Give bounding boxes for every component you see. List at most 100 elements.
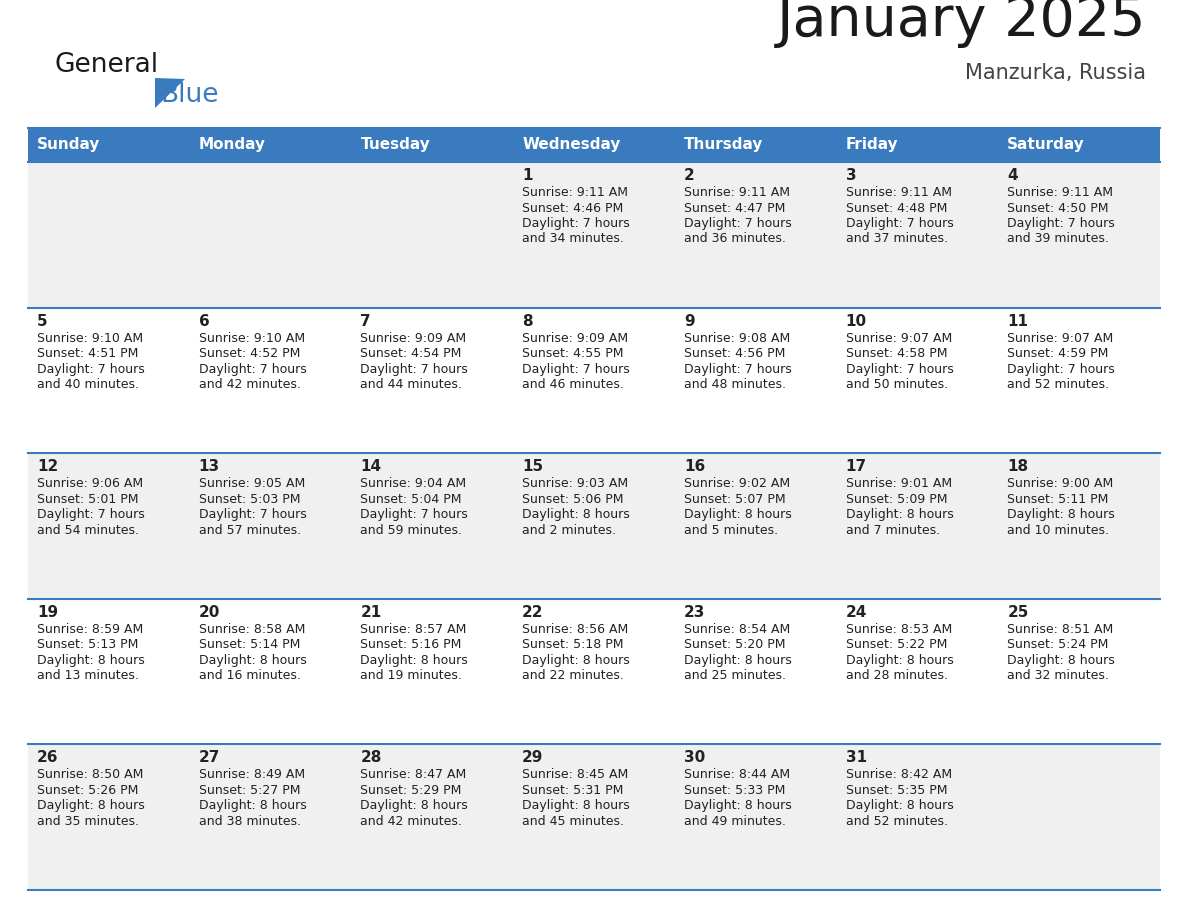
Text: Sunrise: 8:59 AM: Sunrise: 8:59 AM — [37, 622, 144, 636]
Text: Sunrise: 9:07 AM: Sunrise: 9:07 AM — [1007, 331, 1113, 344]
Bar — [998, 128, 1159, 162]
Text: 7: 7 — [360, 314, 371, 329]
Text: and 32 minutes.: and 32 minutes. — [1007, 669, 1110, 682]
Text: Daylight: 8 hours: Daylight: 8 hours — [684, 654, 791, 666]
Text: Daylight: 7 hours: Daylight: 7 hours — [360, 363, 468, 375]
Text: 25: 25 — [1007, 605, 1029, 620]
Text: Daylight: 8 hours: Daylight: 8 hours — [846, 509, 953, 521]
Text: Sunset: 5:29 PM: Sunset: 5:29 PM — [360, 784, 462, 797]
Text: Sunset: 5:22 PM: Sunset: 5:22 PM — [846, 638, 947, 651]
Text: Sunset: 4:52 PM: Sunset: 4:52 PM — [198, 347, 301, 360]
Text: Sunset: 5:11 PM: Sunset: 5:11 PM — [1007, 493, 1108, 506]
Text: Daylight: 8 hours: Daylight: 8 hours — [523, 509, 630, 521]
Text: Sunset: 5:27 PM: Sunset: 5:27 PM — [198, 784, 301, 797]
Text: Daylight: 8 hours: Daylight: 8 hours — [1007, 509, 1116, 521]
Text: and 34 minutes.: and 34 minutes. — [523, 232, 624, 245]
Text: Sunrise: 9:11 AM: Sunrise: 9:11 AM — [1007, 186, 1113, 199]
Text: Daylight: 8 hours: Daylight: 8 hours — [846, 654, 953, 666]
Text: and 54 minutes.: and 54 minutes. — [37, 523, 139, 537]
Text: 3: 3 — [846, 168, 857, 183]
Text: Daylight: 8 hours: Daylight: 8 hours — [198, 654, 307, 666]
Text: Sunrise: 9:07 AM: Sunrise: 9:07 AM — [846, 331, 952, 344]
Text: Sunrise: 9:08 AM: Sunrise: 9:08 AM — [684, 331, 790, 344]
Text: and 39 minutes.: and 39 minutes. — [1007, 232, 1110, 245]
Text: Sunset: 4:46 PM: Sunset: 4:46 PM — [523, 201, 624, 215]
Text: Sunrise: 9:02 AM: Sunrise: 9:02 AM — [684, 477, 790, 490]
Text: Sunset: 4:54 PM: Sunset: 4:54 PM — [360, 347, 462, 360]
Text: Sunset: 4:58 PM: Sunset: 4:58 PM — [846, 347, 947, 360]
Text: Sunset: 4:55 PM: Sunset: 4:55 PM — [523, 347, 624, 360]
Text: Daylight: 7 hours: Daylight: 7 hours — [37, 363, 145, 375]
Text: Sunset: 5:09 PM: Sunset: 5:09 PM — [846, 493, 947, 506]
Text: and 22 minutes.: and 22 minutes. — [523, 669, 624, 682]
Text: Daylight: 7 hours: Daylight: 7 hours — [1007, 363, 1116, 375]
Text: 22: 22 — [523, 605, 544, 620]
Text: 10: 10 — [846, 314, 867, 329]
Text: and 49 minutes.: and 49 minutes. — [684, 815, 785, 828]
Text: 18: 18 — [1007, 459, 1029, 475]
Text: Daylight: 7 hours: Daylight: 7 hours — [846, 217, 953, 230]
Text: Sunrise: 8:45 AM: Sunrise: 8:45 AM — [523, 768, 628, 781]
Text: Sunset: 5:06 PM: Sunset: 5:06 PM — [523, 493, 624, 506]
Text: Sunrise: 8:50 AM: Sunrise: 8:50 AM — [37, 768, 144, 781]
Text: Sunrise: 8:49 AM: Sunrise: 8:49 AM — [198, 768, 305, 781]
Text: Daylight: 8 hours: Daylight: 8 hours — [360, 654, 468, 666]
Text: Sunset: 5:33 PM: Sunset: 5:33 PM — [684, 784, 785, 797]
Bar — [836, 128, 998, 162]
Text: and 57 minutes.: and 57 minutes. — [198, 523, 301, 537]
Text: Wednesday: Wednesday — [523, 138, 620, 152]
Text: Daylight: 7 hours: Daylight: 7 hours — [1007, 217, 1116, 230]
Text: Sunrise: 8:44 AM: Sunrise: 8:44 AM — [684, 768, 790, 781]
Text: Sunrise: 8:58 AM: Sunrise: 8:58 AM — [198, 622, 305, 636]
Text: Daylight: 8 hours: Daylight: 8 hours — [198, 800, 307, 812]
Text: Daylight: 8 hours: Daylight: 8 hours — [684, 800, 791, 812]
Text: and 28 minutes.: and 28 minutes. — [846, 669, 948, 682]
Text: Sunrise: 8:56 AM: Sunrise: 8:56 AM — [523, 622, 628, 636]
Text: and 59 minutes.: and 59 minutes. — [360, 523, 462, 537]
Text: Daylight: 8 hours: Daylight: 8 hours — [523, 654, 630, 666]
Text: and 16 minutes.: and 16 minutes. — [198, 669, 301, 682]
Text: Sunday: Sunday — [37, 138, 100, 152]
Text: Sunrise: 9:09 AM: Sunrise: 9:09 AM — [523, 331, 628, 344]
Text: Manzurka, Russia: Manzurka, Russia — [965, 63, 1146, 83]
Bar — [29, 453, 1159, 599]
Text: 6: 6 — [198, 314, 209, 329]
Text: Daylight: 8 hours: Daylight: 8 hours — [360, 800, 468, 812]
Text: and 42 minutes.: and 42 minutes. — [360, 815, 462, 828]
Text: 24: 24 — [846, 605, 867, 620]
Text: 1: 1 — [523, 168, 532, 183]
Text: Sunrise: 9:11 AM: Sunrise: 9:11 AM — [523, 186, 628, 199]
Bar — [29, 744, 1159, 890]
Text: Sunrise: 9:04 AM: Sunrise: 9:04 AM — [360, 477, 467, 490]
Text: 28: 28 — [360, 750, 381, 766]
Text: 31: 31 — [846, 750, 867, 766]
Text: Daylight: 8 hours: Daylight: 8 hours — [523, 800, 630, 812]
Text: Sunset: 5:31 PM: Sunset: 5:31 PM — [523, 784, 624, 797]
Text: 27: 27 — [198, 750, 220, 766]
Text: and 52 minutes.: and 52 minutes. — [846, 815, 948, 828]
Text: 11: 11 — [1007, 314, 1029, 329]
Bar — [513, 128, 675, 162]
Text: Monday: Monday — [198, 138, 266, 152]
Text: 30: 30 — [684, 750, 706, 766]
Text: Daylight: 7 hours: Daylight: 7 hours — [37, 509, 145, 521]
Text: Daylight: 7 hours: Daylight: 7 hours — [523, 363, 630, 375]
Text: Friday: Friday — [846, 138, 898, 152]
Text: Sunrise: 8:47 AM: Sunrise: 8:47 AM — [360, 768, 467, 781]
Text: and 35 minutes.: and 35 minutes. — [37, 815, 139, 828]
Text: and 37 minutes.: and 37 minutes. — [846, 232, 948, 245]
Text: Sunrise: 8:51 AM: Sunrise: 8:51 AM — [1007, 622, 1113, 636]
Text: 16: 16 — [684, 459, 706, 475]
Text: and 40 minutes.: and 40 minutes. — [37, 378, 139, 391]
Text: Sunset: 4:50 PM: Sunset: 4:50 PM — [1007, 201, 1108, 215]
Text: Sunset: 5:07 PM: Sunset: 5:07 PM — [684, 493, 785, 506]
Text: Blue: Blue — [160, 82, 219, 108]
Text: Saturday: Saturday — [1007, 138, 1085, 152]
Text: Daylight: 7 hours: Daylight: 7 hours — [523, 217, 630, 230]
Text: 20: 20 — [198, 605, 220, 620]
Text: Daylight: 8 hours: Daylight: 8 hours — [684, 509, 791, 521]
Text: Daylight: 7 hours: Daylight: 7 hours — [684, 363, 791, 375]
Text: Sunrise: 9:10 AM: Sunrise: 9:10 AM — [198, 331, 305, 344]
Text: January 2025: January 2025 — [777, 0, 1146, 48]
Text: 12: 12 — [37, 459, 58, 475]
